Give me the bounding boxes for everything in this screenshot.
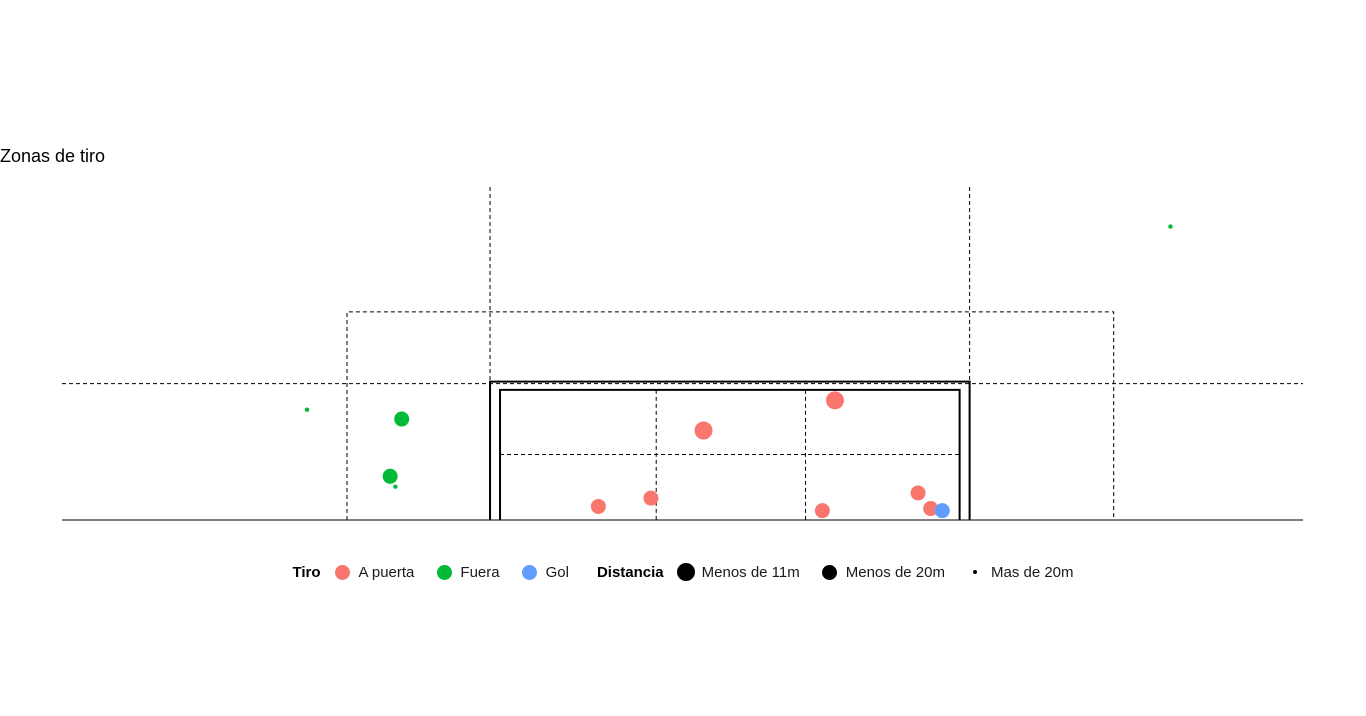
legend-label-menos-de-20m: Menos de 20m — [845, 563, 945, 581]
shot-point-0-4 — [814, 503, 830, 519]
shot-point-0-1 — [825, 391, 844, 410]
legend-key-mas-de-20m — [972, 570, 977, 574]
legend-item-menos-de-20m: Menos de 20m — [818, 560, 945, 584]
legend-key-gol — [522, 564, 538, 580]
legend-label-gol: Gol — [545, 563, 569, 581]
shot-point-1-0 — [394, 411, 410, 427]
reference-lines — [62, 187, 1303, 520]
goal-frame — [62, 380, 1303, 521]
legend-key-menos-de-20m — [822, 564, 838, 580]
shot-point-0-0 — [694, 421, 713, 440]
color-legend-title: Tiro — [292, 563, 321, 581]
legend: Tiro A puerta Fuera Gol Distancia Menos … — [0, 560, 1366, 584]
goal-outer-frame — [489, 380, 971, 520]
legend-label-a-puerta: A puerta — [358, 563, 415, 581]
legend-item-mas-de-20m: Mas de 20m — [963, 560, 1074, 584]
shot-point-1-2 — [393, 484, 398, 489]
shot-point-0-2 — [590, 498, 606, 514]
legend-item-a-puerta: A puerta — [331, 560, 415, 584]
shot-point-0-6 — [923, 501, 939, 517]
shot-point-1-4 — [1168, 224, 1173, 229]
legend-label-menos-de-11m: Menos de 11m — [701, 563, 800, 581]
chart-title: Zonas de tiro — [0, 146, 106, 166]
legend-label-fuera: Fuera — [460, 563, 500, 581]
shot-point-1-1 — [382, 468, 398, 484]
size-legend-title: Distancia — [596, 563, 664, 581]
legend-key-fuera — [436, 564, 452, 580]
legend-key-menos-de-11m — [676, 563, 695, 581]
legend-key-a-puerta — [335, 564, 351, 580]
legend-item-gol: Gol — [518, 560, 569, 584]
plot-area — [62, 187, 1303, 521]
legend-item-menos-de-11m: Menos de 11m — [674, 560, 800, 584]
shot-point-2-0 — [934, 503, 950, 519]
color-legend: Tiro A puerta Fuera Gol — [292, 560, 568, 584]
size-legend: Distancia Menos de 11m Menos de 20m Mas … — [597, 560, 1074, 584]
legend-item-fuera: Fuera — [432, 560, 500, 584]
legend-label-mas-de-20m: Mas de 20m — [990, 563, 1074, 581]
dashed-box — [346, 311, 1115, 520]
shot-point-1-3 — [304, 407, 310, 412]
shot-point-0-3 — [643, 490, 659, 506]
shot-points — [304, 224, 1173, 519]
shot-point-0-5 — [910, 485, 926, 501]
goal-inner-frame — [499, 388, 961, 520]
